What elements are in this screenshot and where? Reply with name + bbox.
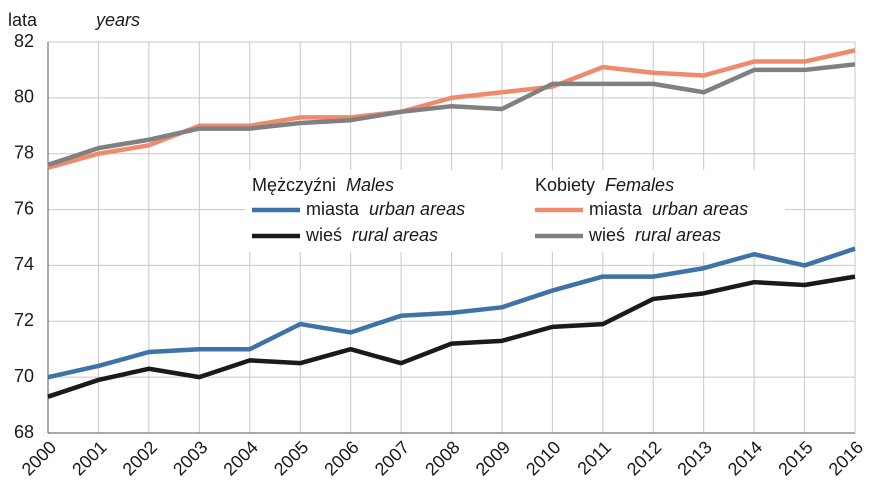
legend-group-title: Mężczyźni Males bbox=[252, 175, 394, 195]
y-tick-label: 72 bbox=[14, 310, 34, 330]
legend-entry: miasta urban areas bbox=[589, 199, 748, 219]
x-tick-label: 2010 bbox=[522, 437, 564, 479]
x-tick-label: 2013 bbox=[673, 437, 715, 479]
legend-group-name: Kobiety bbox=[535, 175, 595, 195]
x-tick-label: 2004 bbox=[219, 437, 261, 479]
legend-translation: urban areas bbox=[652, 199, 748, 219]
legend-group-title: Kobiety Females bbox=[535, 175, 674, 195]
legend-name: miasta bbox=[306, 199, 360, 219]
legend-name: miasta bbox=[589, 199, 643, 219]
legend-translation: rural areas bbox=[352, 225, 438, 245]
y-tick-label: 68 bbox=[14, 422, 34, 442]
legend-translation: rural areas bbox=[635, 225, 721, 245]
y-tick-label: 70 bbox=[14, 366, 34, 386]
series-line bbox=[47, 246, 856, 380]
legend-name: wieś bbox=[588, 225, 625, 245]
y-axis-label-translation: years bbox=[94, 10, 140, 30]
legend-entry: wieś rural areas bbox=[588, 225, 721, 245]
x-tick-label: 2009 bbox=[472, 437, 514, 479]
legend-entry: wieś rural areas bbox=[305, 225, 438, 245]
legend-background bbox=[245, 170, 785, 252]
x-tick-label: 2008 bbox=[421, 437, 463, 479]
x-tick-label: 2002 bbox=[119, 437, 161, 479]
y-tick-label: 76 bbox=[14, 198, 34, 218]
y-axis-label: lata bbox=[8, 10, 38, 30]
x-tick-label: 2005 bbox=[270, 437, 312, 479]
x-tick-label: 2007 bbox=[371, 437, 413, 479]
y-tick-label: 82 bbox=[14, 31, 34, 51]
x-tick-label: 2000 bbox=[18, 437, 60, 479]
x-tick-label: 2006 bbox=[320, 437, 362, 479]
x-tick-label: 2011 bbox=[573, 437, 615, 479]
x-tick-label: 2015 bbox=[774, 437, 816, 479]
legend-name: wieś bbox=[305, 225, 342, 245]
legend-entry: miasta urban areas bbox=[306, 199, 465, 219]
y-tick-label: 78 bbox=[14, 142, 34, 162]
series-line bbox=[47, 62, 856, 168]
legend-group-name: Mężczyźni bbox=[252, 175, 336, 195]
legend-group-translation: Females bbox=[605, 175, 674, 195]
x-tick-label: 2016 bbox=[825, 437, 867, 479]
x-tick-label: 2001 bbox=[68, 437, 110, 479]
legend-group-translation: Males bbox=[346, 175, 394, 195]
y-tick-label: 80 bbox=[14, 87, 34, 107]
x-tick-label: 2012 bbox=[623, 437, 665, 479]
x-tick-label: 2014 bbox=[724, 437, 766, 479]
legend-translation: urban areas bbox=[369, 199, 465, 219]
x-tick-label: 2003 bbox=[169, 437, 211, 479]
y-tick-label: 74 bbox=[14, 254, 34, 274]
series-line bbox=[47, 274, 856, 399]
